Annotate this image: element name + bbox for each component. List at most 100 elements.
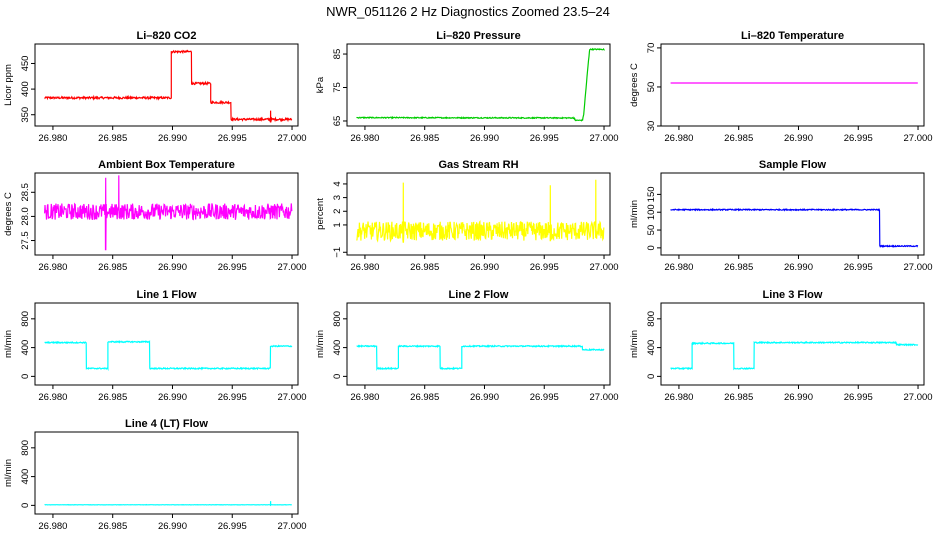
y-tick-label: 100: [646, 204, 657, 220]
x-tick-label: 26.995: [844, 133, 873, 144]
x-tick-label: 26.990: [470, 133, 499, 144]
y-tick-label: 400: [332, 340, 343, 356]
y-tick-label: 85: [332, 49, 343, 60]
panel-title: Li–820 CO2: [137, 30, 197, 42]
y-tick-label: 0: [332, 374, 343, 379]
panel-title: Line 3 Flow: [763, 289, 823, 301]
x-tick-label: 26.985: [410, 133, 439, 144]
y-tick-label: −1: [332, 247, 343, 258]
x-tick-label: 27.000: [903, 133, 932, 144]
y-tick-label: 350: [20, 107, 31, 123]
x-tick-label: 26.985: [98, 521, 127, 532]
x-tick-label: 27.000: [277, 262, 306, 273]
panel-title: Ambient Box Temperature: [98, 159, 235, 171]
plot-frame: [346, 302, 611, 386]
x-tick-label: 26.985: [724, 262, 753, 273]
x-tick-label: 26.990: [158, 521, 187, 532]
x-tick-label: 26.980: [664, 392, 693, 403]
x-tick-label: 26.990: [470, 262, 499, 273]
x-tick-label: 26.990: [784, 392, 813, 403]
y-tick-label: 28.5: [20, 183, 31, 202]
plot-frame: [34, 431, 299, 515]
x-tick-label: 27.000: [903, 392, 932, 403]
x-tick-label: 26.995: [844, 262, 873, 273]
x-tick-label: 26.990: [784, 262, 813, 273]
panel-3: Ambient Box Temperature 26.980 26.985 26.99…: [3, 159, 307, 273]
y-tick-label: 0: [20, 503, 31, 508]
y-tick-label: 0: [646, 245, 657, 250]
y-tick-label: 4: [332, 181, 343, 186]
y-axis-label: ml/min: [629, 330, 640, 358]
x-tick-label: 26.985: [98, 392, 127, 403]
y-tick-label: 400: [646, 340, 657, 356]
x-tick-label: 26.985: [410, 262, 439, 273]
x-tick-label: 27.000: [277, 392, 306, 403]
x-tick-label: 26.995: [530, 392, 559, 403]
panel-title: Sample Flow: [759, 159, 827, 171]
y-tick-label: 0: [646, 374, 657, 379]
x-tick-label: 27.000: [903, 262, 932, 273]
x-tick-label: 26.995: [218, 521, 247, 532]
y-axis-label: percent: [315, 198, 326, 230]
x-tick-label: 26.980: [350, 392, 379, 403]
y-tick-label: 50: [646, 225, 657, 236]
x-tick-label: 27.000: [589, 392, 618, 403]
panel-title: Line 1 Flow: [137, 289, 197, 301]
x-tick-label: 26.995: [530, 262, 559, 273]
plot-frame: [346, 172, 611, 256]
x-tick-label: 26.995: [218, 262, 247, 273]
y-tick-label: 3: [332, 195, 343, 200]
panel-title: Gas Stream RH: [438, 159, 518, 171]
series-line: [44, 339, 293, 372]
y-tick-label: 2: [332, 209, 343, 214]
plot-frame: [660, 172, 925, 256]
series-line: [44, 501, 292, 507]
x-tick-label: 26.980: [38, 262, 67, 273]
x-tick-label: 26.995: [218, 133, 247, 144]
x-tick-label: 26.980: [350, 133, 379, 144]
x-tick-label: 26.980: [38, 392, 67, 403]
plot-frame: [34, 43, 299, 127]
series-line: [670, 340, 919, 371]
panel-9: Line 4 (LT) Flow 26.980 26.985 26.990 26.995…: [3, 418, 307, 532]
y-tick-label: 30: [646, 121, 657, 132]
y-tick-label: 0: [20, 374, 31, 379]
x-tick-label: 26.985: [410, 392, 439, 403]
y-tick-label: 50: [646, 82, 657, 93]
panel-title: Line 2 Flow: [449, 289, 509, 301]
y-axis-label: degrees C: [629, 63, 640, 107]
panel-4: Gas Stream RH 26.980 26.985 26.990 26.995 27.…: [315, 159, 619, 273]
x-tick-label: 26.995: [530, 133, 559, 144]
y-tick-label: 800: [646, 311, 657, 327]
y-axis-label: ml/min: [3, 330, 14, 358]
x-tick-label: 27.000: [589, 133, 618, 144]
series-line: [670, 207, 919, 248]
x-tick-label: 26.980: [664, 262, 693, 273]
y-axis-label: ml/min: [629, 200, 640, 228]
panel-title: Li–820 Pressure: [436, 30, 520, 42]
x-tick-label: 27.000: [277, 133, 306, 144]
panel-title: Li–820 Temperature: [741, 30, 844, 42]
y-tick-label: 70: [646, 43, 657, 54]
x-tick-label: 27.000: [589, 262, 618, 273]
x-tick-label: 26.995: [844, 392, 873, 403]
x-tick-label: 26.980: [38, 133, 67, 144]
y-tick-label: 1: [332, 222, 343, 227]
y-tick-label: 450: [20, 56, 31, 72]
x-tick-label: 27.000: [277, 521, 306, 532]
x-tick-label: 26.990: [158, 133, 187, 144]
plot-frame: [34, 302, 299, 386]
series-line: [356, 47, 605, 122]
panel-6: Line 1 Flow 26.980 26.985 26.990 26.995 27.00…: [3, 289, 307, 403]
panels-container: Li–820 CO2 26.980 26.985 26.990 26.995 27.000…: [3, 30, 933, 532]
y-axis-label: kPa: [315, 76, 326, 93]
y-tick-label: 400: [20, 340, 31, 356]
x-tick-label: 26.990: [158, 392, 187, 403]
panel-title: Line 4 (LT) Flow: [125, 418, 208, 430]
x-tick-label: 26.985: [724, 133, 753, 144]
y-axis-label: degrees C: [3, 192, 14, 236]
plot-frame: [34, 172, 299, 256]
y-tick-label: 27.5: [20, 231, 31, 250]
x-tick-label: 26.990: [158, 262, 187, 273]
